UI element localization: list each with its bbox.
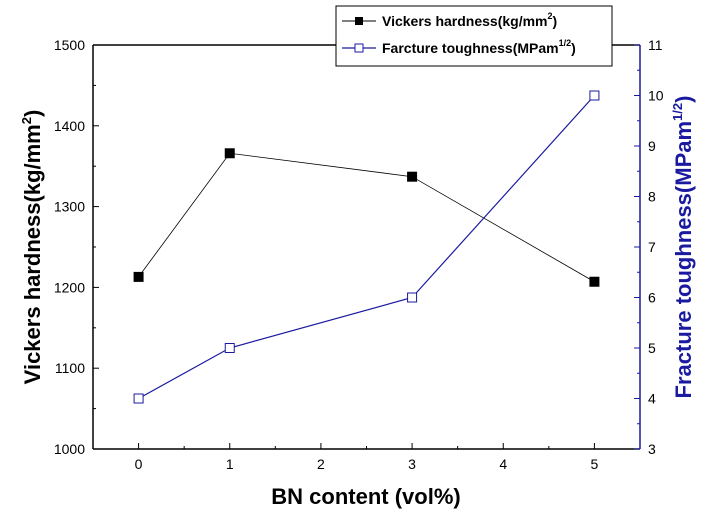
y-right-tick-label: 3 <box>648 441 656 457</box>
toughness-line <box>138 95 595 400</box>
legend-box <box>335 5 613 67</box>
toughness-point <box>133 393 144 404</box>
y-right-tick-label: 4 <box>648 391 656 407</box>
x-tick-label: 1 <box>226 456 234 472</box>
legend-label-toughness: Farcture toughness(MPam1/2) <box>382 38 576 56</box>
hardness-point <box>224 148 235 159</box>
y-left-tick-label: 1400 <box>54 118 85 134</box>
y-right-tick-label: 8 <box>648 189 656 205</box>
toughness-point <box>589 90 600 101</box>
y-right-tick-label: 7 <box>648 239 656 255</box>
hardness-point <box>133 271 144 282</box>
y-left-tick-label: 1000 <box>54 441 85 457</box>
y-left-tick-label: 1500 <box>54 37 85 53</box>
x-tick-label: 0 <box>135 456 143 472</box>
x-tick-label: 5 <box>591 456 599 472</box>
x-tick-label: 3 <box>408 456 416 472</box>
y-right-tick-label: 9 <box>648 138 656 154</box>
y-right-tick-label: 10 <box>648 88 664 104</box>
y-left-tick-label: 1200 <box>54 279 85 295</box>
y-left-tick-label: 1300 <box>54 199 85 215</box>
y-right-tick-label: 11 <box>648 37 663 53</box>
y-left-tick-label: 1100 <box>55 360 85 376</box>
toughness-point <box>407 292 418 303</box>
hardness-line <box>138 152 595 283</box>
y-right-axis-title: Fracture toughness(MPam1/2) <box>670 96 696 399</box>
hardness-point <box>407 171 418 182</box>
y-right-tick-label: 6 <box>648 290 656 306</box>
y-left-axis-title: Vickers hardness(kg/mm2) <box>19 110 45 385</box>
hardness-point <box>589 276 600 287</box>
legend-marker-hardness <box>355 17 363 25</box>
legend-marker-toughness <box>354 43 364 53</box>
toughness-point <box>224 343 235 353</box>
x-tick-label: 2 <box>317 456 325 472</box>
legend: Vickers hardness(kg/mm2) Farcture toughn… <box>335 5 613 67</box>
x-tick-label: 4 <box>499 456 507 472</box>
x-axis-title: BN content (vol%) <box>271 484 460 509</box>
y-right-tick-label: 5 <box>648 340 656 356</box>
legend-label-hardness: Vickers hardness(kg/mm2) <box>382 11 557 29</box>
